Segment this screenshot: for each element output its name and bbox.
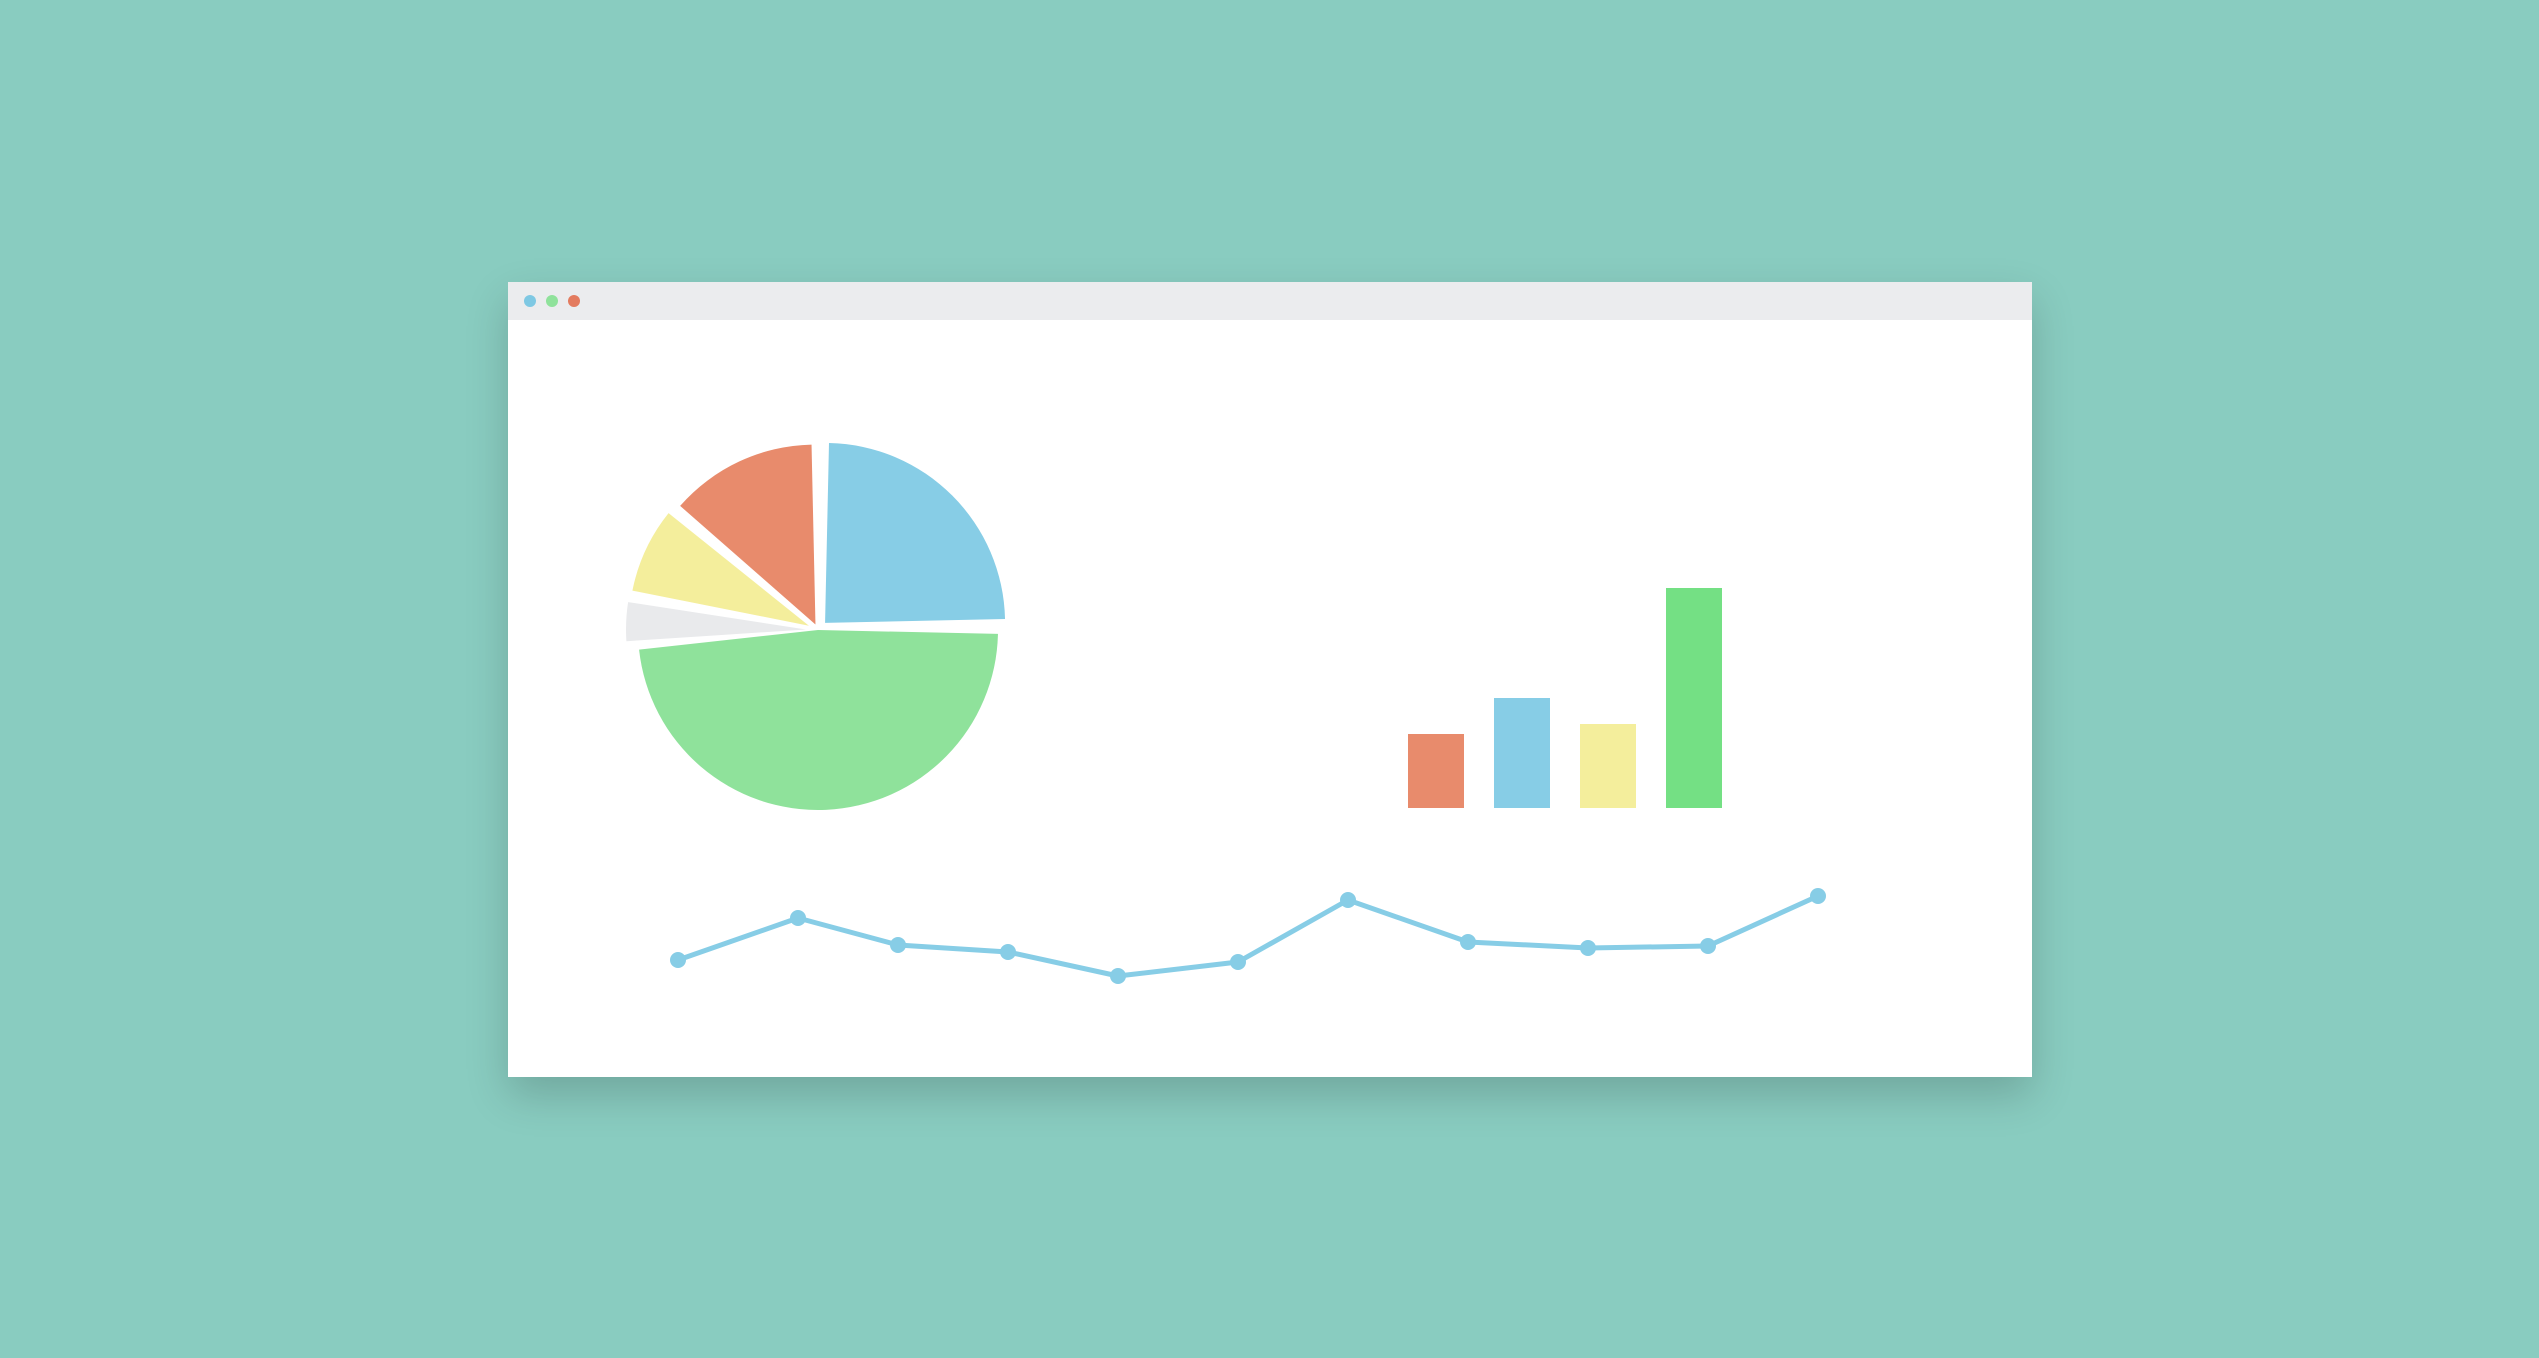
bar-D bbox=[1666, 588, 1722, 808]
window-titlebar bbox=[508, 282, 2032, 320]
trend-point-10 bbox=[1810, 888, 1826, 904]
trend-point-8 bbox=[1580, 940, 1596, 956]
trend-point-2 bbox=[890, 937, 906, 953]
pie-slice-blue bbox=[825, 442, 1005, 622]
close-icon[interactable] bbox=[524, 295, 536, 307]
pie-chart bbox=[608, 420, 1028, 840]
dashboard-mockup bbox=[508, 282, 2032, 1077]
bar-A bbox=[1408, 734, 1464, 808]
trend-point-1 bbox=[790, 910, 806, 926]
trend-point-6 bbox=[1340, 892, 1356, 908]
bar-B bbox=[1494, 698, 1550, 808]
trend-point-3 bbox=[1000, 944, 1016, 960]
minimize-icon[interactable] bbox=[546, 295, 558, 307]
trend-line bbox=[678, 896, 1818, 976]
line-chart bbox=[665, 883, 1831, 989]
browser-window bbox=[508, 282, 2032, 1077]
trend-point-7 bbox=[1460, 934, 1476, 950]
bar-C bbox=[1580, 724, 1636, 808]
trend-point-4 bbox=[1110, 968, 1126, 984]
zoom-icon[interactable] bbox=[568, 295, 580, 307]
pie-slice-green bbox=[639, 630, 998, 810]
window-content bbox=[508, 320, 2032, 1077]
trend-point-9 bbox=[1700, 938, 1716, 954]
bar-chart bbox=[1408, 588, 1722, 808]
trend-point-0 bbox=[670, 952, 686, 968]
trend-point-5 bbox=[1230, 954, 1246, 970]
